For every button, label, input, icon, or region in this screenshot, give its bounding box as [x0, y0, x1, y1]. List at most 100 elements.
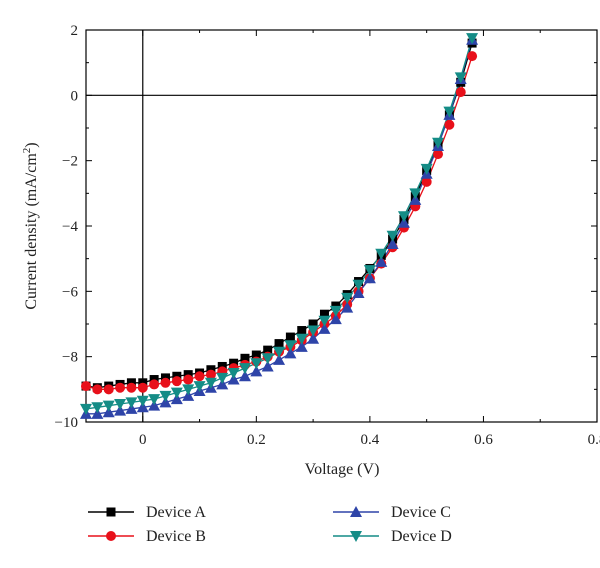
device-a-point: [251, 350, 261, 360]
y-axis-label-sup: 2: [21, 148, 33, 154]
device-d-point: [443, 106, 456, 118]
x-tick-label: 0: [139, 432, 147, 448]
device-c-point: [136, 401, 149, 413]
device-d-point: [432, 137, 445, 149]
device-d-point: [352, 279, 365, 291]
device-c-point: [159, 396, 172, 408]
device-c-point: [102, 406, 115, 418]
y-axis-label-main: Current density (mA/cm: [23, 153, 40, 310]
device-d-point: [80, 403, 92, 415]
device-c-point: [170, 393, 183, 405]
device-b-point: [81, 381, 91, 392]
device-b-point: [103, 384, 114, 395]
device-d-point: [454, 72, 467, 84]
device-d-point: [273, 346, 286, 358]
device-d-point: [466, 33, 479, 45]
device-d-point: [397, 211, 410, 223]
device-a-point: [297, 326, 307, 336]
device-d-point: [170, 387, 183, 399]
device-b-point: [194, 371, 205, 382]
plot-frame: [85, 29, 598, 423]
legend-device-a-marker: [106, 507, 116, 517]
device-d-point: [136, 395, 149, 407]
device-b-point: [455, 87, 466, 98]
y-tick-label: 0: [71, 88, 79, 104]
legend-device-d-marker: [350, 531, 362, 542]
x-tick-label: 0.6: [474, 432, 493, 448]
device-c-point: [216, 378, 229, 390]
device-d-point: [114, 399, 127, 411]
device-d-point: [420, 163, 433, 175]
device-d-point: [182, 384, 195, 396]
legend: Device A Device B Device C Device D: [88, 504, 452, 545]
device-b-point: [149, 379, 160, 390]
legend-device-b-label: Device B: [146, 528, 206, 545]
device-d-point: [250, 358, 263, 370]
device-d-point: [193, 381, 206, 393]
device-b-point: [171, 376, 182, 387]
legend-device-a-label: Device A: [146, 504, 206, 521]
device-c-point: [318, 322, 331, 334]
device-a-point: [274, 339, 284, 349]
device-d-point: [295, 333, 308, 345]
device-b-point: [160, 377, 171, 388]
legend-device-c-marker: [350, 506, 362, 517]
device-a-point: [319, 309, 329, 319]
x-axis-label: Voltage (V): [305, 461, 380, 478]
y-axis-label-tail: ): [23, 142, 40, 147]
y-tick-label: −8: [62, 350, 78, 366]
device-c-point: [250, 365, 263, 377]
device-d-point: [261, 353, 274, 365]
device-d-point: [409, 188, 422, 200]
y-tick-label: −2: [62, 154, 78, 170]
reference-lines: [86, 30, 597, 422]
device-d-point: [102, 400, 115, 412]
device-d-point: [159, 390, 172, 402]
device-c-point: [341, 301, 354, 313]
device-c-point: [295, 340, 308, 352]
device-a-point: [263, 345, 273, 355]
y-tick-label: 2: [71, 23, 79, 39]
device-c-point: [273, 353, 286, 365]
legend-device-d-label: Device D: [391, 528, 452, 545]
device-c-point: [352, 286, 365, 298]
x-tick-label: 0.2: [247, 432, 266, 448]
device-d-point: [91, 402, 104, 414]
device-c-point: [329, 313, 342, 325]
device-c-point: [148, 399, 161, 411]
device-d-point: [148, 394, 161, 406]
device-b-point: [183, 374, 194, 385]
device-d-point: [318, 315, 331, 327]
device-c-point: [363, 272, 376, 284]
device-b-point: [126, 382, 137, 393]
axis-ticks: 0 0.2 0.4 0.6 0.8 −10 −8 −6 −4 −2 0 2: [55, 23, 600, 448]
device-c-point: [386, 237, 399, 249]
device-d-point: [125, 397, 138, 409]
device-a-point: [308, 319, 318, 329]
device-b-point: [92, 384, 103, 395]
device-d-point: [341, 292, 354, 304]
device-d-point: [238, 363, 251, 375]
device-c-point: [238, 370, 251, 382]
device-d-point: [386, 230, 399, 242]
device-d-point: [375, 248, 388, 260]
device-c-point: [125, 402, 138, 414]
y-axis-label: Current density (mA/cm2): [21, 142, 40, 309]
device-c-point: [114, 404, 127, 416]
device-c-point: [375, 255, 388, 267]
device-b-point: [137, 382, 148, 393]
device-c-point: [182, 389, 195, 401]
y-tick-label: −6: [62, 284, 78, 300]
legend-device-c-label: Device C: [391, 504, 451, 521]
device-b-point: [467, 51, 478, 62]
y-tick-label: −4: [62, 219, 78, 235]
device-b-point: [421, 176, 432, 187]
device-b-point: [205, 369, 216, 380]
device-d-point: [363, 265, 376, 277]
device-b-point: [433, 149, 444, 160]
y-tick-label: −10: [55, 415, 78, 431]
device-c-point: [397, 216, 410, 228]
device-c-point: [91, 407, 104, 419]
device-b-point: [444, 119, 455, 130]
